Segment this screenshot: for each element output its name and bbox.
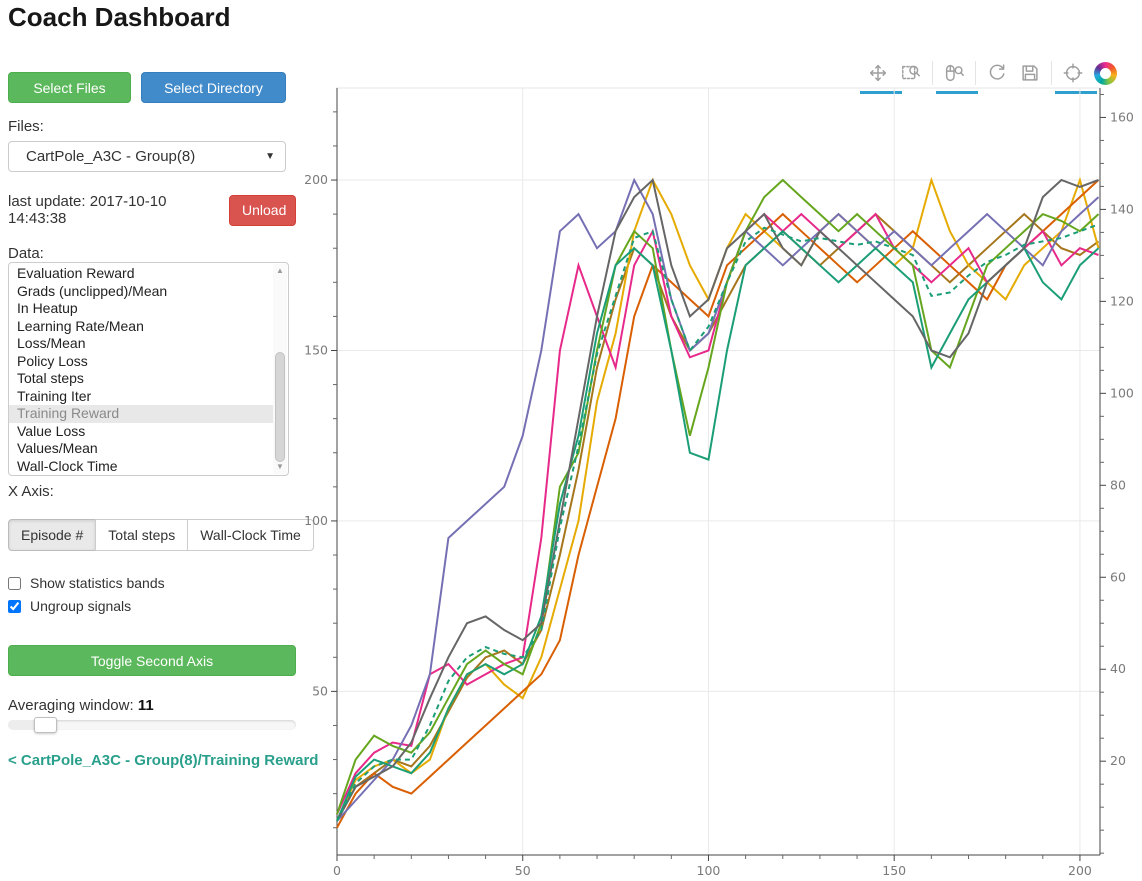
ungroup-signals-checkbox[interactable] xyxy=(8,599,21,613)
svg-text:60: 60 xyxy=(1110,569,1126,584)
toolbar-separator xyxy=(932,61,933,85)
scroll-up-icon[interactable]: ▲ xyxy=(276,266,284,275)
wheel-zoom-tool-icon[interactable] xyxy=(936,61,978,94)
svg-text:80: 80 xyxy=(1110,477,1126,492)
files-select-value: CartPole_A3C - Group(8) xyxy=(26,148,196,165)
show-bands-checkbox[interactable] xyxy=(8,576,21,590)
list-item[interactable]: Total steps xyxy=(17,370,84,386)
xaxis-label: X Axis: xyxy=(8,483,54,500)
files-select[interactable]: CartPole_A3C - Group(8) ▼ xyxy=(8,141,286,172)
save-tool-icon[interactable] xyxy=(1018,61,1042,85)
xaxis-tab[interactable]: Total steps xyxy=(95,519,189,551)
list-item[interactable]: Learning Rate/Mean xyxy=(17,317,144,334)
list-item[interactable]: Values/Mean xyxy=(17,440,98,456)
files-label: Files: xyxy=(8,118,44,135)
svg-text:20: 20 xyxy=(1110,753,1126,768)
axes: 0 50 100 150 200 50 100 150 200 20 40 60 80 100 120 140… xyxy=(304,88,1134,878)
svg-text:160: 160 xyxy=(1110,109,1134,124)
bokeh-logo[interactable] xyxy=(1094,61,1117,85)
select-files-button[interactable]: Select Files xyxy=(8,72,131,103)
show-bands-label: Show statistics bands xyxy=(30,575,165,591)
data-listbox-items: Evaluation Reward Grads (unclipped)/Mean I… xyxy=(9,265,273,475)
averaging-window-label: Averaging window: xyxy=(8,697,134,714)
xaxis-tabs: Episode # Total steps Wall-Clock Time xyxy=(8,519,314,551)
plot-canvas[interactable]: 0 50 100 150 200 50 100 150 200 20 40 60 80 100 120 140… xyxy=(296,55,1142,881)
list-item[interactable]: Training Reward xyxy=(9,405,273,423)
xaxis-tab[interactable]: Wall-Clock Time xyxy=(187,519,314,551)
last-update-row: last update: 2017-10-10 14:43:38 Unload xyxy=(8,193,296,227)
svg-text:50: 50 xyxy=(312,683,328,698)
svg-text:100: 100 xyxy=(1110,385,1134,400)
page-title: Coach Dashboard xyxy=(8,2,231,32)
ungroup-signals-checkbox-row[interactable]: Ungroup signals xyxy=(8,598,131,614)
svg-text:200: 200 xyxy=(1068,863,1092,878)
svg-text:150: 150 xyxy=(882,863,906,878)
series-Training Reward (group mean) xyxy=(336,223,1099,822)
data-label: Data: xyxy=(8,245,44,262)
series-lines xyxy=(336,176,1100,829)
svg-text:100: 100 xyxy=(697,863,721,878)
svg-text:100: 100 xyxy=(304,513,328,528)
grid-lines xyxy=(336,87,1101,856)
svg-text:120: 120 xyxy=(1110,293,1134,308)
toolbar-separator xyxy=(1051,61,1052,85)
chart-panel: 0 50 100 150 200 50 100 150 200 20 40 60 80 100 120 140… xyxy=(296,55,1142,881)
file-buttons-row: Select Files Select Directory xyxy=(8,72,296,103)
listbox-scrollbar[interactable]: ▲ ▼ xyxy=(273,264,287,474)
svg-text:140: 140 xyxy=(1110,201,1134,216)
series-worker_4 xyxy=(336,178,1100,815)
list-item[interactable]: Grads (unclipped)/Mean xyxy=(17,282,168,299)
scrollbar-thumb[interactable] xyxy=(275,352,285,462)
show-bands-checkbox-row[interactable]: Show statistics bands xyxy=(8,575,165,591)
bokeh-toolbar xyxy=(860,57,1117,94)
list-item[interactable]: Training Iter xyxy=(17,387,92,404)
list-item[interactable]: Wall-Clock Time xyxy=(17,457,118,474)
averaging-window-value: 11 xyxy=(137,697,154,714)
sidebar: Select Files Select Directory Files: Car… xyxy=(8,0,318,881)
chevron-down-icon: ▼ xyxy=(265,151,275,162)
list-item[interactable]: Loss/Mean xyxy=(17,335,86,351)
select-directory-button[interactable]: Select Directory xyxy=(141,72,286,103)
xaxis-tab[interactable]: Episode # xyxy=(8,519,97,551)
slider-fill xyxy=(8,720,48,730)
averaging-window-row: Averaging window: 11 xyxy=(8,697,154,714)
svg-text:0: 0 xyxy=(333,863,341,878)
data-listbox[interactable]: Evaluation Reward Grads (unclipped)/Mean I… xyxy=(8,262,289,476)
crosshair-tool-icon[interactable] xyxy=(1055,61,1097,94)
toolbar-separator xyxy=(975,61,976,85)
toggle-second-axis-button[interactable]: Toggle Second Axis xyxy=(8,645,296,676)
pan-tool-icon[interactable] xyxy=(860,61,902,94)
series-worker_1 xyxy=(336,179,1100,829)
scroll-down-icon[interactable]: ▼ xyxy=(276,462,284,471)
reset-tool-icon[interactable] xyxy=(985,61,1009,85)
averaging-slider[interactable] xyxy=(8,717,296,733)
series-worker_0 xyxy=(336,229,1100,822)
svg-text:40: 40 xyxy=(1110,661,1126,676)
list-item[interactable]: In Heatup xyxy=(17,300,78,316)
list-item[interactable]: Policy Loss xyxy=(17,352,88,369)
signal-breadcrumb-link[interactable]: < CartPole_A3C - Group(8)/Training Rewar… xyxy=(8,752,319,769)
series-worker_7 xyxy=(336,178,1099,822)
list-item[interactable]: Value Loss xyxy=(17,422,86,439)
ungroup-signals-label: Ungroup signals xyxy=(30,598,132,614)
slider-thumb[interactable] xyxy=(34,717,57,733)
series-worker_2 xyxy=(336,177,1100,822)
unload-button[interactable]: Unload xyxy=(229,194,296,226)
last-update-text: last update: 2017-10-10 14:43:38 xyxy=(8,193,167,227)
svg-text:50: 50 xyxy=(515,863,531,878)
svg-text:200: 200 xyxy=(304,172,328,187)
svg-text:150: 150 xyxy=(304,342,328,357)
list-item[interactable]: Evaluation Reward xyxy=(17,265,135,281)
box-zoom-tool-icon[interactable] xyxy=(899,61,923,85)
